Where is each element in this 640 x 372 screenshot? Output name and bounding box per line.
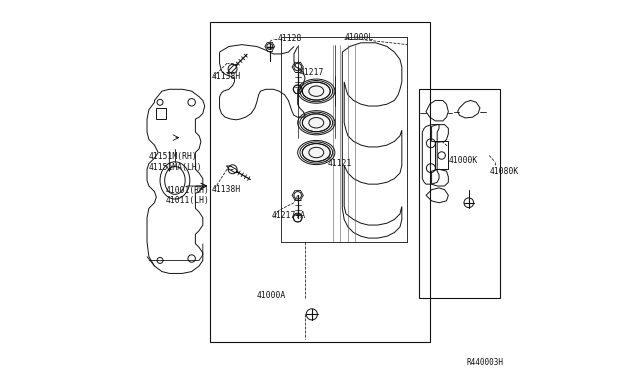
- Text: 41121: 41121: [328, 159, 352, 168]
- Bar: [211, 22, 429, 342]
- Text: 41138H: 41138H: [212, 185, 241, 194]
- Text: 41000K: 41000K: [449, 156, 478, 165]
- Text: 41000L: 41000L: [344, 33, 373, 42]
- Ellipse shape: [302, 82, 330, 100]
- Text: 41080K: 41080K: [489, 167, 518, 176]
- Text: 41217: 41217: [300, 68, 324, 77]
- Bar: [419, 89, 500, 298]
- Text: 41128: 41128: [277, 34, 301, 43]
- Ellipse shape: [302, 144, 330, 161]
- Text: 41001(RH)
41011(LH): 41001(RH) 41011(LH): [166, 186, 209, 205]
- Text: 41000A: 41000A: [257, 291, 286, 300]
- Ellipse shape: [302, 114, 330, 132]
- Text: 41217+A: 41217+A: [271, 211, 306, 220]
- Text: 41151M(RH)
41151MA(LH): 41151M(RH) 41151MA(LH): [149, 152, 202, 171]
- Text: R440003H: R440003H: [467, 358, 504, 367]
- Text: 41138H: 41138H: [212, 72, 241, 81]
